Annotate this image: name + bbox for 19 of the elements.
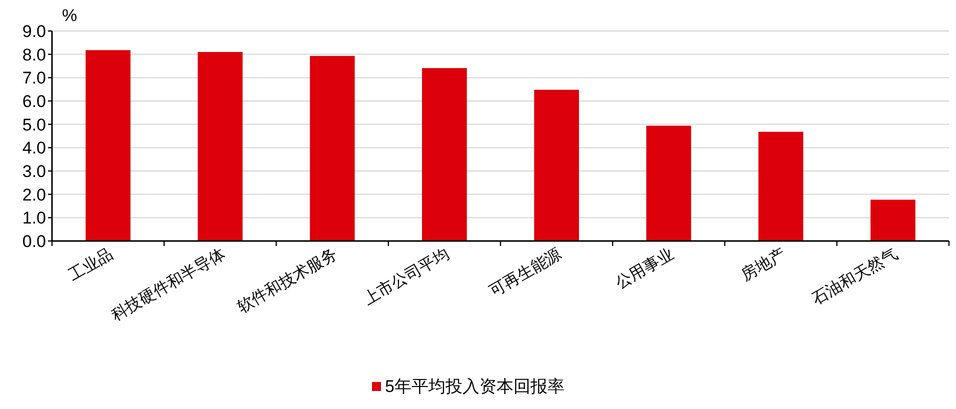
y-tick-label: 3.0	[22, 162, 46, 181]
x-tick-label: 石油和天然气	[808, 244, 901, 308]
x-tick-label: 公用事业	[612, 244, 677, 292]
y-tick-label: 0.0	[22, 232, 46, 251]
x-tick-label: 软件和技术服务	[234, 244, 340, 316]
x-tick-label: 上市公司平均	[360, 244, 452, 308]
y-tick-label: 8.0	[22, 45, 46, 64]
y-tick-label: 2.0	[22, 185, 46, 204]
y-tick-label: 6.0	[22, 92, 46, 111]
y-tick-label: 7.0	[22, 68, 46, 88]
x-tick-label: 房地产	[738, 244, 789, 284]
y-tick-label: 5.0	[22, 115, 46, 134]
x-tick-label: 可再生能源	[486, 244, 565, 300]
y-tick-label: 1.0	[22, 208, 46, 228]
y-tick-label: 9.0	[22, 22, 46, 41]
x-tick-label: 工业品	[65, 244, 116, 284]
y-axis-title: %	[62, 6, 78, 25]
y-tick-label: 4.0	[22, 138, 46, 158]
legend: 5年平均投入资本回报率	[372, 377, 564, 396]
